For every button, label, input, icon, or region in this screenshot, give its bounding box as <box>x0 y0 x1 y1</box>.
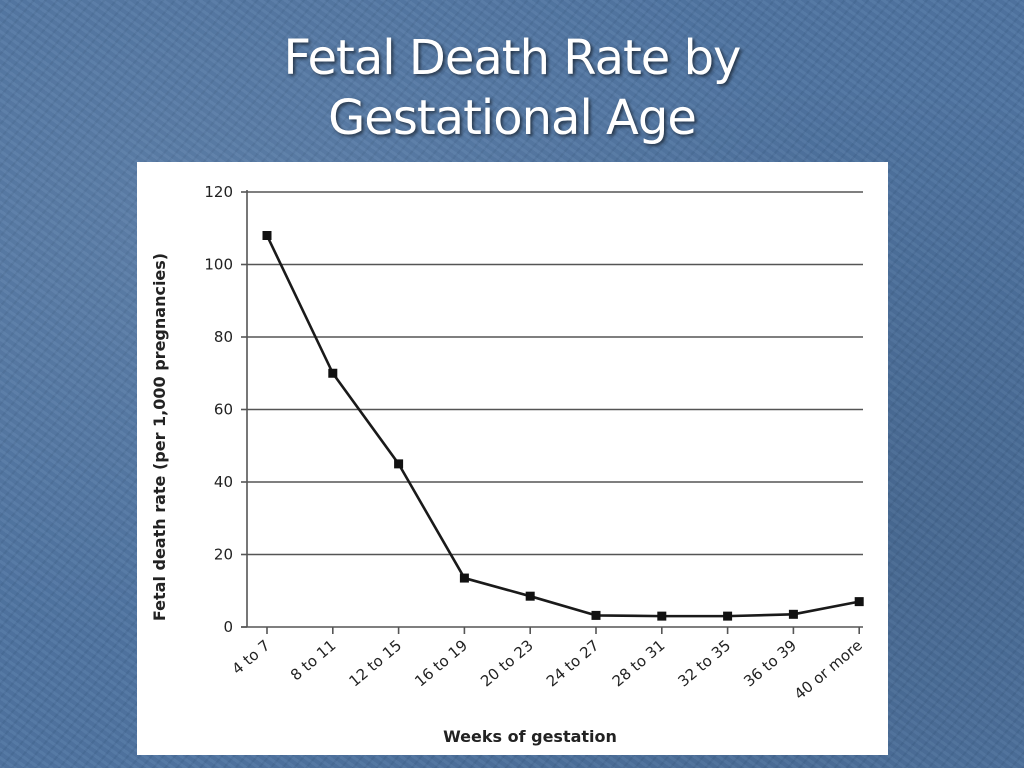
y-tick-labels: 0 20 40 60 80 100 120 <box>204 183 233 636</box>
slide-title-line-2: Gestational Age <box>328 90 697 146</box>
y-tick-label: 0 <box>223 618 233 636</box>
gridlines <box>247 191 863 556</box>
y-tick-label: 100 <box>204 256 233 274</box>
axes <box>241 190 863 634</box>
x-tick-label: 32 to 35 <box>675 636 735 690</box>
y-tick-label: 80 <box>214 328 233 346</box>
x-tick-label: 12 to 15 <box>346 636 406 690</box>
data-point <box>854 597 864 607</box>
chart-panel: 0 20 40 60 80 100 120 4 to 7 8 to 11 12 to 15 16 … <box>137 162 888 755</box>
y-tick-label: 60 <box>214 401 233 419</box>
data-point <box>657 611 667 621</box>
data-point <box>723 611 733 621</box>
line-chart: 0 20 40 60 80 100 120 4 to 7 8 to 11 12 to 15 16 … <box>150 183 866 746</box>
x-tick-label: 28 to 31 <box>609 636 669 690</box>
data-point <box>525 591 535 601</box>
x-tick-label: 16 to 19 <box>411 636 471 690</box>
x-axis-title: Weeks of gestation <box>443 727 617 746</box>
data-point <box>788 609 798 619</box>
data-series <box>262 231 864 621</box>
x-tick-labels: 4 to 7 8 to 11 12 to 15 16 to 19 20 to 23 24 … <box>229 636 866 703</box>
y-tick-label: 20 <box>214 546 233 564</box>
y-tick-label: 120 <box>204 183 233 201</box>
x-tick-label: 24 to 27 <box>543 636 603 690</box>
data-point <box>394 459 404 469</box>
x-tick-label: 40 or more <box>791 636 866 703</box>
x-tick-label: 4 to 7 <box>229 636 274 678</box>
y-tick-label: 40 <box>214 473 233 491</box>
x-tick-label: 36 to 39 <box>740 636 800 690</box>
x-tick-label: 20 to 23 <box>477 636 537 690</box>
slide-title: Fetal Death Rate by Gestational Age <box>0 28 1024 148</box>
data-point <box>591 610 601 620</box>
data-point <box>262 231 272 240</box>
data-point <box>328 368 338 378</box>
x-tick-label: 8 to 11 <box>287 636 339 684</box>
slide-title-line-1: Fetal Death Rate by <box>283 30 742 86</box>
series-line <box>265 234 860 618</box>
y-axis-title: Fetal death rate (per 1,000 pregnancies) <box>150 253 169 621</box>
data-point <box>459 573 469 583</box>
